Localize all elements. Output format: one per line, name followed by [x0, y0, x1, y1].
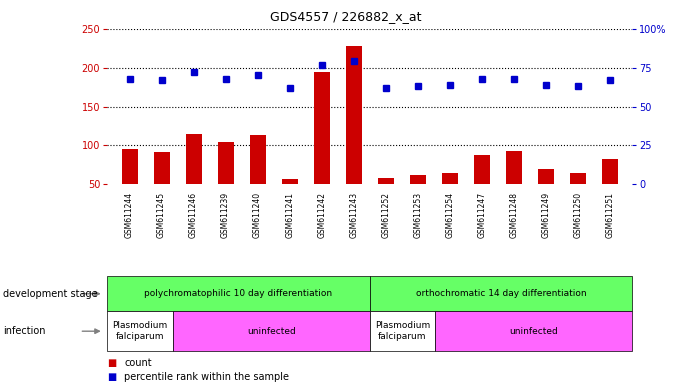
Text: ■: ■: [107, 372, 116, 382]
Text: GSM611241: GSM611241: [285, 192, 294, 238]
Text: orthochromatic 14 day differentiation: orthochromatic 14 day differentiation: [416, 289, 586, 298]
Text: development stage: development stage: [3, 289, 98, 299]
Text: polychromatophilic 10 day differentiation: polychromatophilic 10 day differentiatio…: [144, 289, 332, 298]
Text: infection: infection: [3, 326, 46, 336]
Text: Plasmodium
falciparum: Plasmodium falciparum: [113, 321, 167, 341]
Text: GDS4557 / 226882_x_at: GDS4557 / 226882_x_at: [269, 10, 422, 23]
Bar: [282, 179, 298, 184]
Bar: [602, 159, 618, 184]
FancyBboxPatch shape: [107, 276, 370, 311]
FancyBboxPatch shape: [107, 311, 173, 351]
Bar: [538, 169, 553, 184]
Bar: [346, 46, 361, 184]
Bar: [186, 134, 202, 184]
Text: GSM611247: GSM611247: [477, 192, 486, 238]
Text: percentile rank within the sample: percentile rank within the sample: [124, 372, 290, 382]
Bar: [218, 142, 234, 184]
Text: GSM611242: GSM611242: [317, 192, 326, 238]
Text: uninfected: uninfected: [509, 327, 558, 336]
Bar: [122, 149, 138, 184]
Text: GSM611248: GSM611248: [509, 192, 518, 238]
Text: GSM611249: GSM611249: [541, 192, 550, 238]
Bar: [249, 135, 265, 184]
Text: GSM611250: GSM611250: [574, 192, 583, 238]
Bar: [442, 173, 457, 184]
Text: Plasmodium
falciparum: Plasmodium falciparum: [375, 321, 430, 341]
Text: count: count: [124, 358, 152, 368]
Text: GSM611253: GSM611253: [413, 192, 422, 238]
Bar: [506, 151, 522, 184]
Bar: [570, 173, 586, 184]
Text: GSM611239: GSM611239: [221, 192, 230, 238]
FancyBboxPatch shape: [370, 276, 632, 311]
FancyBboxPatch shape: [173, 311, 370, 351]
Text: GSM611254: GSM611254: [445, 192, 454, 238]
Text: GSM611243: GSM611243: [349, 192, 358, 238]
Text: GSM611252: GSM611252: [381, 192, 390, 238]
Bar: [474, 155, 490, 184]
FancyBboxPatch shape: [435, 311, 632, 351]
FancyBboxPatch shape: [370, 311, 435, 351]
Text: uninfected: uninfected: [247, 327, 296, 336]
Bar: [410, 175, 426, 184]
Bar: [378, 178, 394, 184]
Text: GSM611245: GSM611245: [157, 192, 166, 238]
Text: GSM611246: GSM611246: [189, 192, 198, 238]
Bar: [314, 71, 330, 184]
Text: ■: ■: [107, 358, 116, 368]
Text: GSM611244: GSM611244: [125, 192, 134, 238]
Text: GSM611251: GSM611251: [605, 192, 614, 238]
Text: GSM611240: GSM611240: [253, 192, 262, 238]
Bar: [153, 152, 169, 184]
